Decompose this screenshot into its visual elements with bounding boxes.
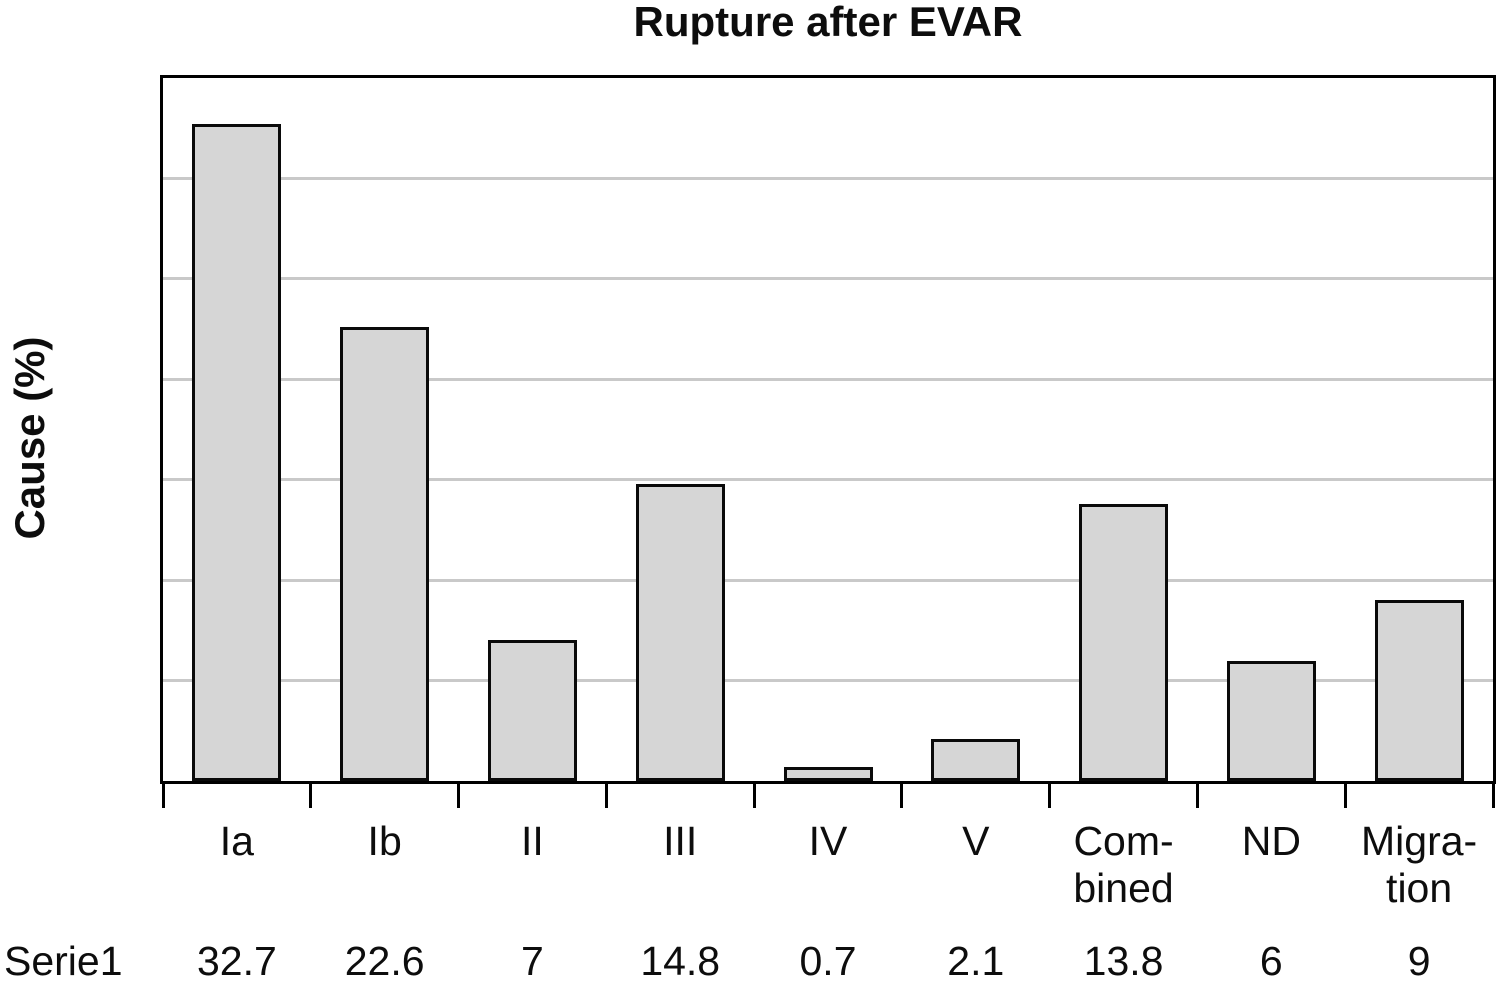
data-value-Ia: 32.7	[196, 938, 277, 984]
gridline	[163, 277, 1493, 281]
category-label-Ib: Ib	[367, 818, 402, 864]
bar-IV	[783, 766, 873, 781]
gridline	[163, 478, 1493, 482]
x-axis-tick	[1048, 784, 1052, 808]
bar-II	[487, 640, 577, 781]
category-label-II: II	[521, 818, 544, 864]
gridline	[163, 377, 1493, 381]
x-axis-tick	[1343, 784, 1347, 808]
category-label-Migration: Migra-tion	[1361, 818, 1478, 911]
category-label-Ia: Ia	[219, 818, 254, 864]
bar-V	[931, 738, 1021, 781]
data-value-V: 2.1	[947, 938, 1005, 984]
bar-Combined	[1079, 503, 1169, 781]
category-label-V: V	[962, 818, 990, 864]
bar-Migration	[1374, 600, 1464, 781]
data-value-Migration: 9	[1407, 938, 1431, 984]
x-axis-tick	[900, 784, 904, 808]
bar-ND	[1226, 660, 1316, 781]
gridline	[163, 578, 1493, 582]
gridline	[163, 176, 1493, 180]
data-value-ND: 6	[1259, 938, 1283, 984]
bar-III	[635, 483, 725, 781]
category-label-IV: IV	[808, 818, 848, 864]
x-axis-tick	[752, 784, 756, 808]
data-value-III: 14.8	[640, 938, 721, 984]
x-axis-tick	[457, 784, 461, 808]
data-value-Ib: 22.6	[344, 938, 425, 984]
data-value-II: 7	[521, 938, 544, 984]
data-value-Combined: 13.8	[1083, 938, 1164, 984]
x-axis-tick	[1491, 784, 1495, 808]
category-label-Combined: Com-bined	[1073, 818, 1174, 911]
x-axis-tick	[309, 784, 313, 808]
category-label-ND: ND	[1241, 818, 1301, 864]
y-axis-label: Cause (%)	[6, 336, 53, 540]
series-name-label: Serie1	[4, 938, 123, 984]
plot-area	[160, 75, 1496, 784]
x-axis-tick	[1195, 784, 1199, 808]
gridline	[163, 679, 1493, 683]
data-value-IV: 0.7	[799, 938, 857, 984]
x-axis-tick	[161, 784, 165, 808]
chart-title: Rupture after EVAR	[633, 0, 1023, 45]
bar-Ia	[192, 124, 282, 781]
category-label-III: III	[663, 818, 698, 864]
bar-Ib	[340, 327, 430, 781]
x-axis-tick	[604, 784, 608, 808]
